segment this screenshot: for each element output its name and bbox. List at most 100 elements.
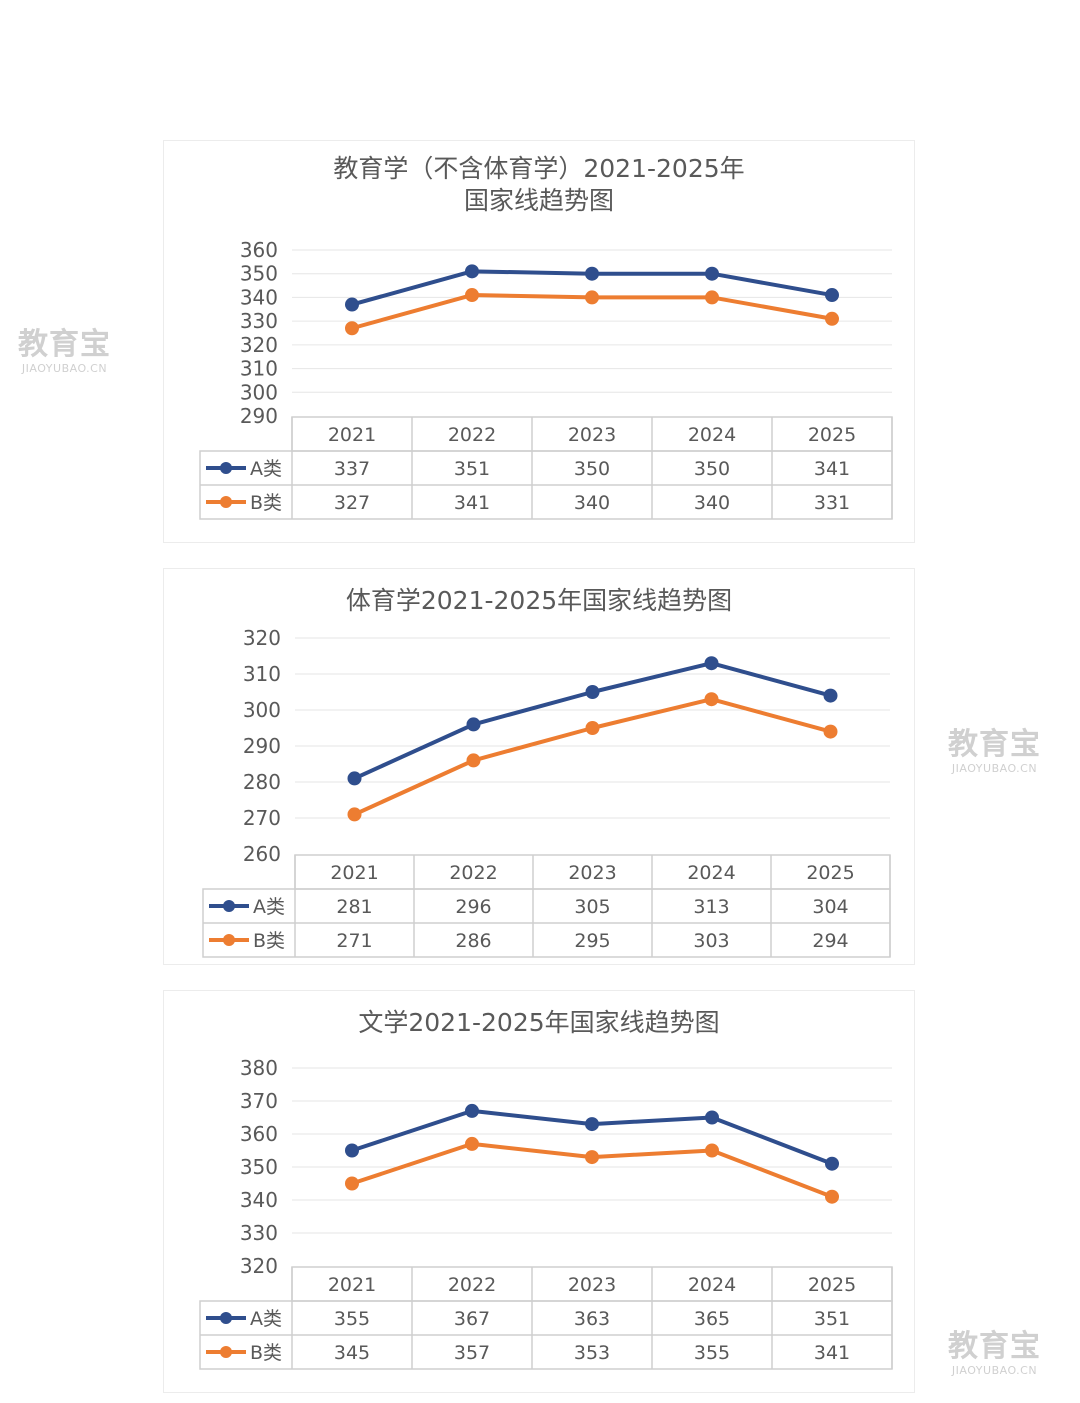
- data-table-value: 341: [814, 458, 850, 480]
- data-table-value: 331: [814, 492, 850, 514]
- watermark-logo-text: 教育宝: [18, 327, 111, 362]
- series-line: [353, 697, 832, 817]
- data-point: [465, 1103, 479, 1118]
- legend-marker: [223, 900, 235, 912]
- data-point: [585, 290, 599, 305]
- x-category-label: 2021: [328, 1274, 376, 1296]
- data-point: [345, 297, 359, 312]
- data-point: [466, 753, 481, 768]
- y-tick-label: 290: [243, 734, 281, 758]
- data-table-value: 296: [455, 896, 491, 918]
- y-tick-label: 260: [243, 842, 281, 866]
- data-table-value: 281: [336, 896, 372, 918]
- data-table-value: 357: [454, 1342, 490, 1364]
- data-table-value: 355: [334, 1308, 370, 1330]
- y-tick-label: 330: [240, 309, 278, 333]
- data-point: [825, 288, 839, 303]
- data-point: [585, 685, 600, 699]
- y-tick-label: 340: [240, 1188, 278, 1212]
- data-point: [585, 1117, 599, 1132]
- y-tick-label: 350: [240, 1155, 278, 1179]
- watermark-logo: 教育宝 JIAOYUBAO.CN: [18, 327, 111, 376]
- watermark-url-text: JIAOYUBAO.CN: [951, 1364, 1038, 1377]
- data-point: [347, 807, 362, 822]
- x-category-label: 2023: [568, 862, 616, 884]
- data-point: [823, 724, 838, 739]
- data-point: [704, 656, 719, 671]
- x-category-label: 2025: [808, 1274, 856, 1296]
- watermark-logo-text: 教育宝: [948, 727, 1041, 762]
- legend-marker: [220, 462, 232, 474]
- legend-label: B类: [250, 492, 282, 514]
- series-line: [353, 661, 832, 781]
- data-point: [825, 1156, 839, 1171]
- data-table-value: 350: [694, 458, 730, 480]
- data-table-value: 313: [693, 896, 729, 918]
- y-tick-label: 320: [243, 626, 281, 650]
- y-tick-label: 360: [240, 238, 278, 262]
- data-table-value: 303: [693, 930, 729, 952]
- data-table-value: 271: [336, 930, 372, 952]
- y-tick-label: 290: [240, 404, 278, 428]
- watermark-logo: 教育宝 JIAOYUBAO.CN: [948, 727, 1041, 776]
- y-tick-label: 330: [240, 1221, 278, 1245]
- watermark-url-text: JIAOYUBAO.CN: [21, 362, 108, 375]
- data-point: [465, 1136, 479, 1151]
- data-point: [347, 771, 362, 786]
- data-point: [465, 288, 479, 303]
- data-point: [466, 717, 481, 732]
- legend-marker: [223, 934, 235, 946]
- x-category-label: 2023: [568, 424, 616, 446]
- legend-marker: [220, 1312, 232, 1324]
- data-table-value: 305: [574, 896, 610, 918]
- data-point: [705, 266, 719, 281]
- data-point: [585, 266, 599, 281]
- chart-title: 文学2021-2025年国家线趋势图: [358, 1008, 720, 1037]
- data-point: [465, 264, 479, 279]
- legend-label: A类: [250, 458, 282, 480]
- y-tick-label: 320: [240, 1254, 278, 1278]
- y-tick-label: 360: [240, 1122, 278, 1146]
- data-table-value: 294: [812, 930, 848, 952]
- data-table-value: 341: [454, 492, 490, 514]
- data-table-value: 353: [574, 1342, 610, 1364]
- data-point: [704, 692, 719, 707]
- x-category-label: 2021: [330, 862, 378, 884]
- chart-panel-literature: 文学2021-2025年国家线趋势图 380 370 360 350 340 330 320…: [163, 990, 915, 1393]
- y-tick-label: 300: [243, 698, 281, 722]
- x-category-label: 2022: [448, 1274, 496, 1296]
- data-point: [585, 1150, 599, 1165]
- y-tick-label: 310: [243, 662, 281, 686]
- data-point: [825, 311, 839, 326]
- legend-label: B类: [250, 1342, 282, 1364]
- y-tick-label: 300: [240, 380, 278, 404]
- data-table-value: 350: [574, 458, 610, 480]
- legend-marker: [220, 496, 232, 508]
- y-tick-label: 340: [240, 285, 278, 309]
- data-point: [585, 721, 600, 735]
- data-point: [345, 1143, 359, 1158]
- data-point: [705, 1110, 719, 1125]
- data-table-value: 351: [814, 1308, 850, 1330]
- data-table-value: 367: [454, 1308, 490, 1330]
- chart-title: 教育学（不含体育学）2021-2025年: [333, 154, 745, 183]
- data-table-value: 345: [334, 1342, 370, 1364]
- y-tick-label: 370: [240, 1089, 278, 1113]
- x-category-label: 2021: [328, 424, 376, 446]
- data-table-value: 340: [694, 492, 730, 514]
- data-table-value: 304: [812, 896, 848, 918]
- watermark-logo-text: 教育宝: [948, 1329, 1041, 1364]
- data-table-value: 365: [694, 1308, 730, 1330]
- data-point: [823, 688, 838, 703]
- x-category-label: 2024: [688, 1274, 736, 1296]
- data-table-value: 340: [574, 492, 610, 514]
- watermark-logo: 教育宝 JIAOYUBAO.CN: [948, 1329, 1041, 1378]
- y-tick-label: 350: [240, 262, 278, 286]
- legend-label: A类: [250, 1308, 282, 1330]
- chart-subtitle: 国家线趋势图: [463, 186, 614, 215]
- chart-panel-sports: 体育学2021-2025年国家线趋势图 320 310 300 290 280 270 26…: [163, 568, 915, 965]
- chart-sports-svg: 320 310 300 290 280 270 260 2021 2022 2023 2024 202…: [202, 626, 891, 958]
- y-tick-label: 380: [240, 1056, 278, 1080]
- data-point: [345, 1176, 359, 1191]
